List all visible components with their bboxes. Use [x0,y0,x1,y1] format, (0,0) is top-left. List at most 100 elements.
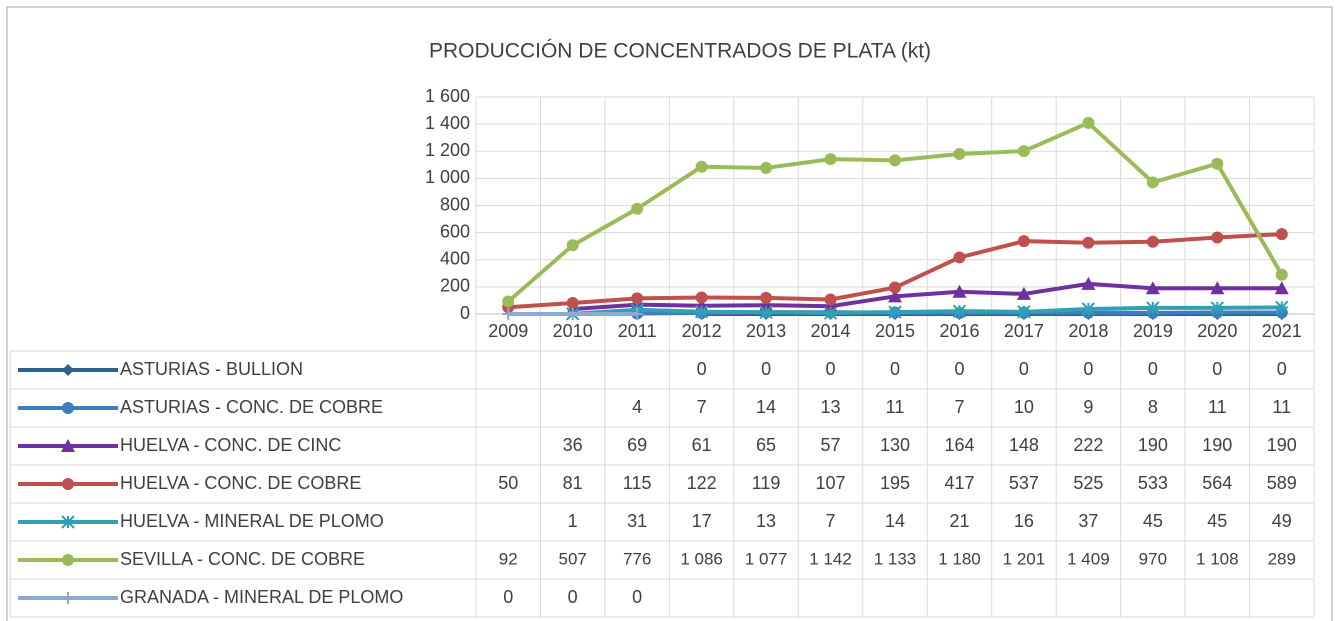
table-cell: 222 [1073,435,1103,455]
legend-key-marker [62,364,74,376]
y-tick-label: 1 200 [425,140,470,160]
data-point [760,291,773,304]
legend-label: SEVILLA - CONC. DE COBRE [120,549,365,569]
data-point [1082,236,1095,249]
table-cell: 0 [1148,359,1158,379]
table-cell: 65 [756,435,776,455]
data-point [1017,235,1030,248]
table-cell: 49 [1272,511,1292,531]
table-cell: 14 [885,511,905,531]
data-point [631,292,644,305]
table-cell: 11 [1272,397,1291,417]
table-cell: 0 [1083,359,1093,379]
data-point [759,305,773,319]
y-tick-label: 1 600 [425,86,470,106]
legend-key-marker [61,439,75,452]
data-point [1210,281,1225,295]
table-cell: 589 [1267,473,1297,493]
table-cell: 537 [1009,473,1039,493]
data-point [824,153,837,166]
table-cell: 13 [821,397,841,417]
data-point [889,154,901,167]
x-tick-label: 2013 [746,321,786,341]
y-tick-label: 600 [440,221,470,241]
table-cell: 0 [826,359,836,379]
table-cell: 1 409 [1067,549,1110,568]
table-cell: 0 [1019,359,1029,379]
x-tick-label: 2011 [618,321,657,341]
table-cell: 0 [503,587,513,607]
table-cell: 0 [1212,359,1222,379]
table-cell: 0 [697,359,707,379]
table-cell: 17 [692,511,712,531]
table-cell: 11 [1208,397,1227,417]
data-point [566,297,579,310]
data-point [953,251,966,264]
legend-key-marker [62,402,74,414]
data-point [1274,281,1289,295]
y-tick-label: 200 [440,276,470,296]
y-tick-label: 1 400 [425,113,470,133]
data-point [1146,176,1159,189]
table-cell: 564 [1202,473,1232,493]
table-cell: 1 [568,511,578,531]
legend-label: ASTURIAS - BULLION [120,359,303,379]
table-cell: 119 [752,473,781,493]
table-cell: 190 [1202,435,1232,455]
table-cell: 7 [954,397,964,417]
table-cell: 61 [692,435,712,455]
x-tick-label: 2018 [1068,321,1108,341]
table-cell: 1 086 [680,549,723,568]
legend-key-marker [62,554,74,566]
table-cell: 4 [632,397,642,417]
table-cell: 50 [498,473,518,493]
data-point [1146,301,1160,315]
table-cell: 10 [1014,397,1034,417]
x-tick-label: 2015 [875,321,915,341]
table-cell: 37 [1078,511,1098,531]
table-cell: 9 [1083,397,1093,417]
y-tick-label: 0 [460,303,470,323]
table-cell: 130 [880,435,910,455]
legend-key-marker [62,592,74,604]
legend-key-marker [62,478,74,490]
table-cell: 1 077 [745,549,788,568]
table-cell: 1 201 [1003,549,1046,568]
data-point [889,281,901,294]
data-point [695,291,708,304]
table-cell: 0 [632,587,642,607]
table-cell: 13 [756,511,776,531]
data-point [888,289,902,303]
x-tick-label: 2016 [939,321,979,341]
table-cell: 21 [949,511,969,531]
data-point [566,239,579,252]
x-tick-label: 2009 [488,321,528,341]
x-tick-label: 2010 [553,321,593,341]
legend-key-marker [61,515,75,529]
table-cell: 81 [563,473,583,493]
table-cell: 14 [756,397,776,417]
table-cell: 92 [499,549,518,568]
x-tick-label: 2019 [1133,321,1173,341]
table-cell: 0 [568,587,578,607]
data-point [1275,228,1288,241]
x-tick-label: 2021 [1262,321,1302,341]
table-cell: 533 [1138,473,1168,493]
data-point [952,284,967,298]
data-point [1211,157,1224,170]
table-cell: 57 [821,435,841,455]
data-point [1017,145,1030,158]
data-point [952,304,967,318]
table-cell: 1 133 [874,549,917,568]
table-cell: 1 108 [1196,549,1239,568]
data-point [823,306,838,320]
table-cell: 0 [890,359,900,379]
table-cell: 0 [761,359,771,379]
table-cell: 289 [1268,549,1296,568]
data-point [760,161,773,174]
table-cell: 36 [563,435,583,455]
data-point [1081,276,1096,290]
table-cell: 0 [1277,359,1287,379]
data-point [1211,231,1224,244]
chart-title: PRODUCCIÓN DE CONCENTRADOS DE PLATA (kt) [429,40,931,63]
